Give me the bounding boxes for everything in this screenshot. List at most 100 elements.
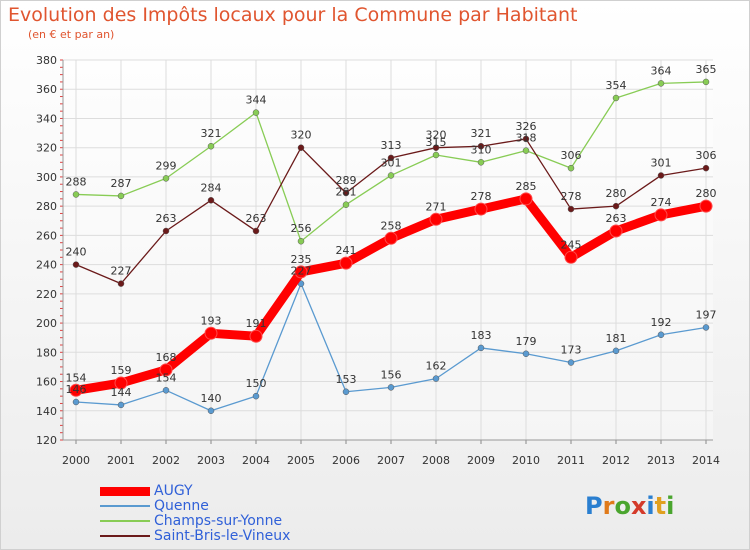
data-label: 192 xyxy=(651,316,672,329)
data-point xyxy=(294,265,308,279)
data-label: 315 xyxy=(426,136,447,149)
data-point xyxy=(522,135,530,143)
chart-title: Evolution des Impôts locaux pour la Comm… xyxy=(8,4,578,26)
data-label: 321 xyxy=(471,127,492,140)
data-label: 278 xyxy=(561,190,582,203)
x-tick-label: 2008 xyxy=(422,454,450,467)
x-tick-label: 2010 xyxy=(512,454,540,467)
data-point xyxy=(474,202,488,216)
data-point xyxy=(252,109,260,116)
data-point xyxy=(162,227,170,235)
data-label: 281 xyxy=(336,186,357,199)
x-tick-label: 2002 xyxy=(152,454,180,467)
data-label: 140 xyxy=(201,392,222,405)
plot-area xyxy=(63,60,713,440)
data-point xyxy=(162,387,170,394)
y-tick-label: 340 xyxy=(36,112,57,125)
data-point xyxy=(207,407,215,415)
data-point xyxy=(522,147,530,154)
data-point xyxy=(252,227,260,235)
y-tick-label: 120 xyxy=(36,434,57,447)
x-tick-label: 2014 xyxy=(692,454,720,467)
y-tick-label: 160 xyxy=(36,376,57,389)
data-label: 320 xyxy=(291,129,312,142)
data-point xyxy=(117,280,125,287)
data-point xyxy=(609,224,623,238)
data-label: 288 xyxy=(66,175,87,188)
x-tick-label: 2009 xyxy=(467,454,495,467)
y-tick-label: 360 xyxy=(36,83,57,96)
data-point xyxy=(612,94,620,102)
data-label: 240 xyxy=(66,246,87,259)
y-tick-label: 300 xyxy=(36,171,57,184)
data-point xyxy=(342,201,350,208)
data-label: 179 xyxy=(516,335,537,348)
data-point xyxy=(702,78,710,86)
data-point xyxy=(477,344,485,352)
data-label: 365 xyxy=(696,63,717,76)
data-label: 354 xyxy=(606,79,627,92)
data-point xyxy=(249,329,263,343)
data-point xyxy=(72,191,80,198)
data-point xyxy=(699,199,713,213)
y-tick-label: 200 xyxy=(36,317,57,330)
data-point xyxy=(477,159,485,166)
data-point xyxy=(387,384,395,391)
data-label: 313 xyxy=(381,139,402,152)
data-label: 299 xyxy=(156,159,177,172)
data-label: 263 xyxy=(246,212,267,225)
data-label: 173 xyxy=(561,344,582,357)
data-point xyxy=(702,324,710,331)
data-label: 289 xyxy=(336,174,357,187)
data-point xyxy=(342,388,350,396)
data-label: 263 xyxy=(156,212,177,225)
legend-label: Champs-sur-Yonne xyxy=(154,513,283,529)
data-point xyxy=(657,331,665,339)
data-point xyxy=(114,376,128,390)
legend-swatch xyxy=(100,505,150,507)
legend-label: Quenne xyxy=(154,498,209,514)
data-point xyxy=(387,154,395,162)
data-label: 150 xyxy=(246,377,267,390)
data-point xyxy=(159,363,173,377)
data-label: 227 xyxy=(291,265,312,278)
data-point xyxy=(564,250,578,264)
data-point xyxy=(162,175,170,182)
y-tick-label: 280 xyxy=(36,200,57,213)
y-tick-label: 320 xyxy=(36,142,57,155)
data-label: 153 xyxy=(336,373,357,386)
data-point xyxy=(72,398,80,406)
data-point xyxy=(654,208,668,222)
data-label: 227 xyxy=(111,265,132,278)
y-tick-label: 380 xyxy=(36,54,57,67)
data-label: 287 xyxy=(111,177,132,190)
data-label: 241 xyxy=(336,244,357,257)
data-point xyxy=(117,401,125,409)
data-point xyxy=(339,256,353,270)
data-label: 181 xyxy=(606,332,627,345)
data-point xyxy=(612,202,620,210)
data-point xyxy=(567,359,575,366)
data-label: 301 xyxy=(381,156,402,169)
data-point xyxy=(207,142,215,150)
data-label: 156 xyxy=(381,368,402,381)
data-point xyxy=(387,172,395,179)
y-tick-label: 180 xyxy=(36,346,57,359)
data-label: 321 xyxy=(201,127,222,140)
data-label: 301 xyxy=(651,156,672,169)
data-point xyxy=(657,172,665,179)
data-label: 274 xyxy=(651,196,672,209)
data-label: 285 xyxy=(516,180,537,193)
data-label: 263 xyxy=(606,212,627,225)
data-label: 258 xyxy=(381,219,402,232)
data-point xyxy=(207,197,215,204)
data-point xyxy=(432,144,440,151)
proxiti-logo: Proxiti xyxy=(585,492,675,520)
data-label: 318 xyxy=(516,132,537,145)
data-label: 280 xyxy=(696,187,717,200)
data-label: 364 xyxy=(651,64,672,77)
x-tick-label: 2013 xyxy=(647,454,675,467)
data-point xyxy=(567,164,575,172)
y-tick-label: 140 xyxy=(36,405,57,418)
data-label: 146 xyxy=(66,383,87,396)
